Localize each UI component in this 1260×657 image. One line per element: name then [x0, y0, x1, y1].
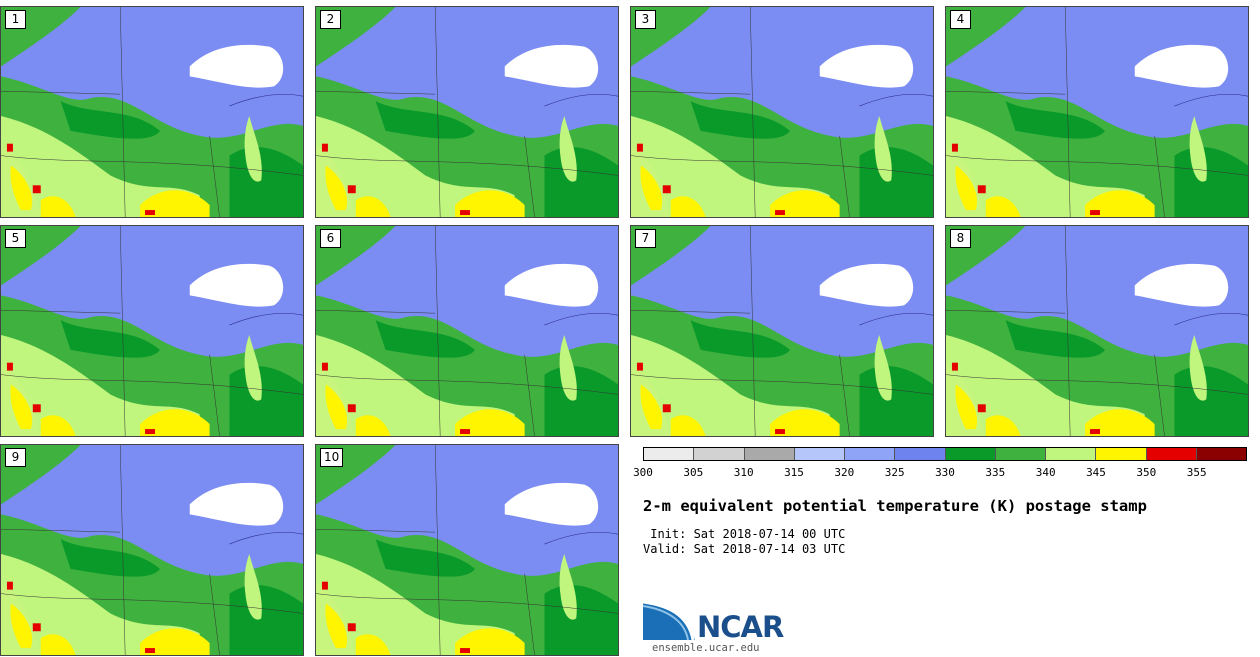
member-number-label: 7 [635, 229, 656, 248]
colorbar-segment [744, 448, 795, 460]
colorbar-segment [895, 448, 946, 460]
colorbar-tick-label: 335 [985, 466, 1006, 479]
member-map-panel: 4 [945, 6, 1249, 218]
colorbar-segment [995, 448, 1046, 460]
init-time: Init: Sat 2018-07-14 00 UTC [643, 527, 846, 541]
member-number-label: 10 [320, 448, 344, 467]
member-map-panel: 9 [0, 444, 304, 656]
colorbar-segment [1046, 448, 1097, 460]
source-url: ensemble.ucar.edu [652, 642, 760, 654]
member-number-label: 1 [5, 10, 26, 29]
member-number-label: 5 [5, 229, 26, 248]
member-map-panel: 3 [630, 6, 934, 218]
colorbar-tick-label: 305 [683, 466, 704, 479]
colorbar-segment [945, 448, 996, 460]
member-number-label: 4 [950, 10, 971, 29]
member-map-panel: 8 [945, 225, 1249, 437]
colorbar-tick-label: 355 [1186, 466, 1207, 479]
member-number-label: 2 [320, 10, 341, 29]
colorbar-tick-label: 325 [884, 466, 905, 479]
colorbar-segment [1146, 448, 1197, 460]
member-number-label: 3 [635, 10, 656, 29]
valid-time: Valid: Sat 2018-07-14 03 UTC [643, 542, 846, 556]
colorbar-tick-label: 350 [1136, 466, 1157, 479]
colorbar-tick-label: 340 [1035, 466, 1056, 479]
colorbar-ticks: 300 305 310 315 320 325 330 335 340 345 350 355 [633, 466, 1247, 482]
colorbar-segment [1196, 448, 1246, 460]
colorbar-tick-label: 345 [1086, 466, 1106, 479]
colorbar-tick-label: 300 [633, 466, 653, 479]
member-map-panel: 5 [0, 225, 304, 437]
colorbar-tick-label: 330 [935, 466, 955, 479]
colorbar-tick-label: 315 [784, 466, 804, 479]
member-map-panel: 10 [315, 444, 619, 656]
colorbar-segment [794, 448, 845, 460]
figure-title: 2-m equivalent potential temperature (K)… [643, 497, 1147, 515]
colorbar-segment [694, 448, 745, 460]
member-number-label: 6 [320, 229, 341, 248]
member-number-label: 8 [950, 229, 971, 248]
ncar-logo-icon [643, 600, 695, 641]
colorbar-tick-label: 310 [733, 466, 754, 479]
colorbar [643, 447, 1247, 461]
member-map-panel: 7 [630, 225, 934, 437]
colorbar-tick-label: 320 [834, 466, 855, 479]
member-number-label: 9 [5, 448, 26, 467]
colorbar-segment [845, 448, 896, 460]
member-map-panel: 2 [315, 6, 619, 218]
member-map-panel: 1 [0, 6, 304, 218]
ncar-logo-text: NCAR [697, 610, 784, 644]
colorbar-segment [1096, 448, 1147, 460]
colorbar-segment [644, 448, 695, 460]
member-map-panel: 6 [315, 225, 619, 437]
